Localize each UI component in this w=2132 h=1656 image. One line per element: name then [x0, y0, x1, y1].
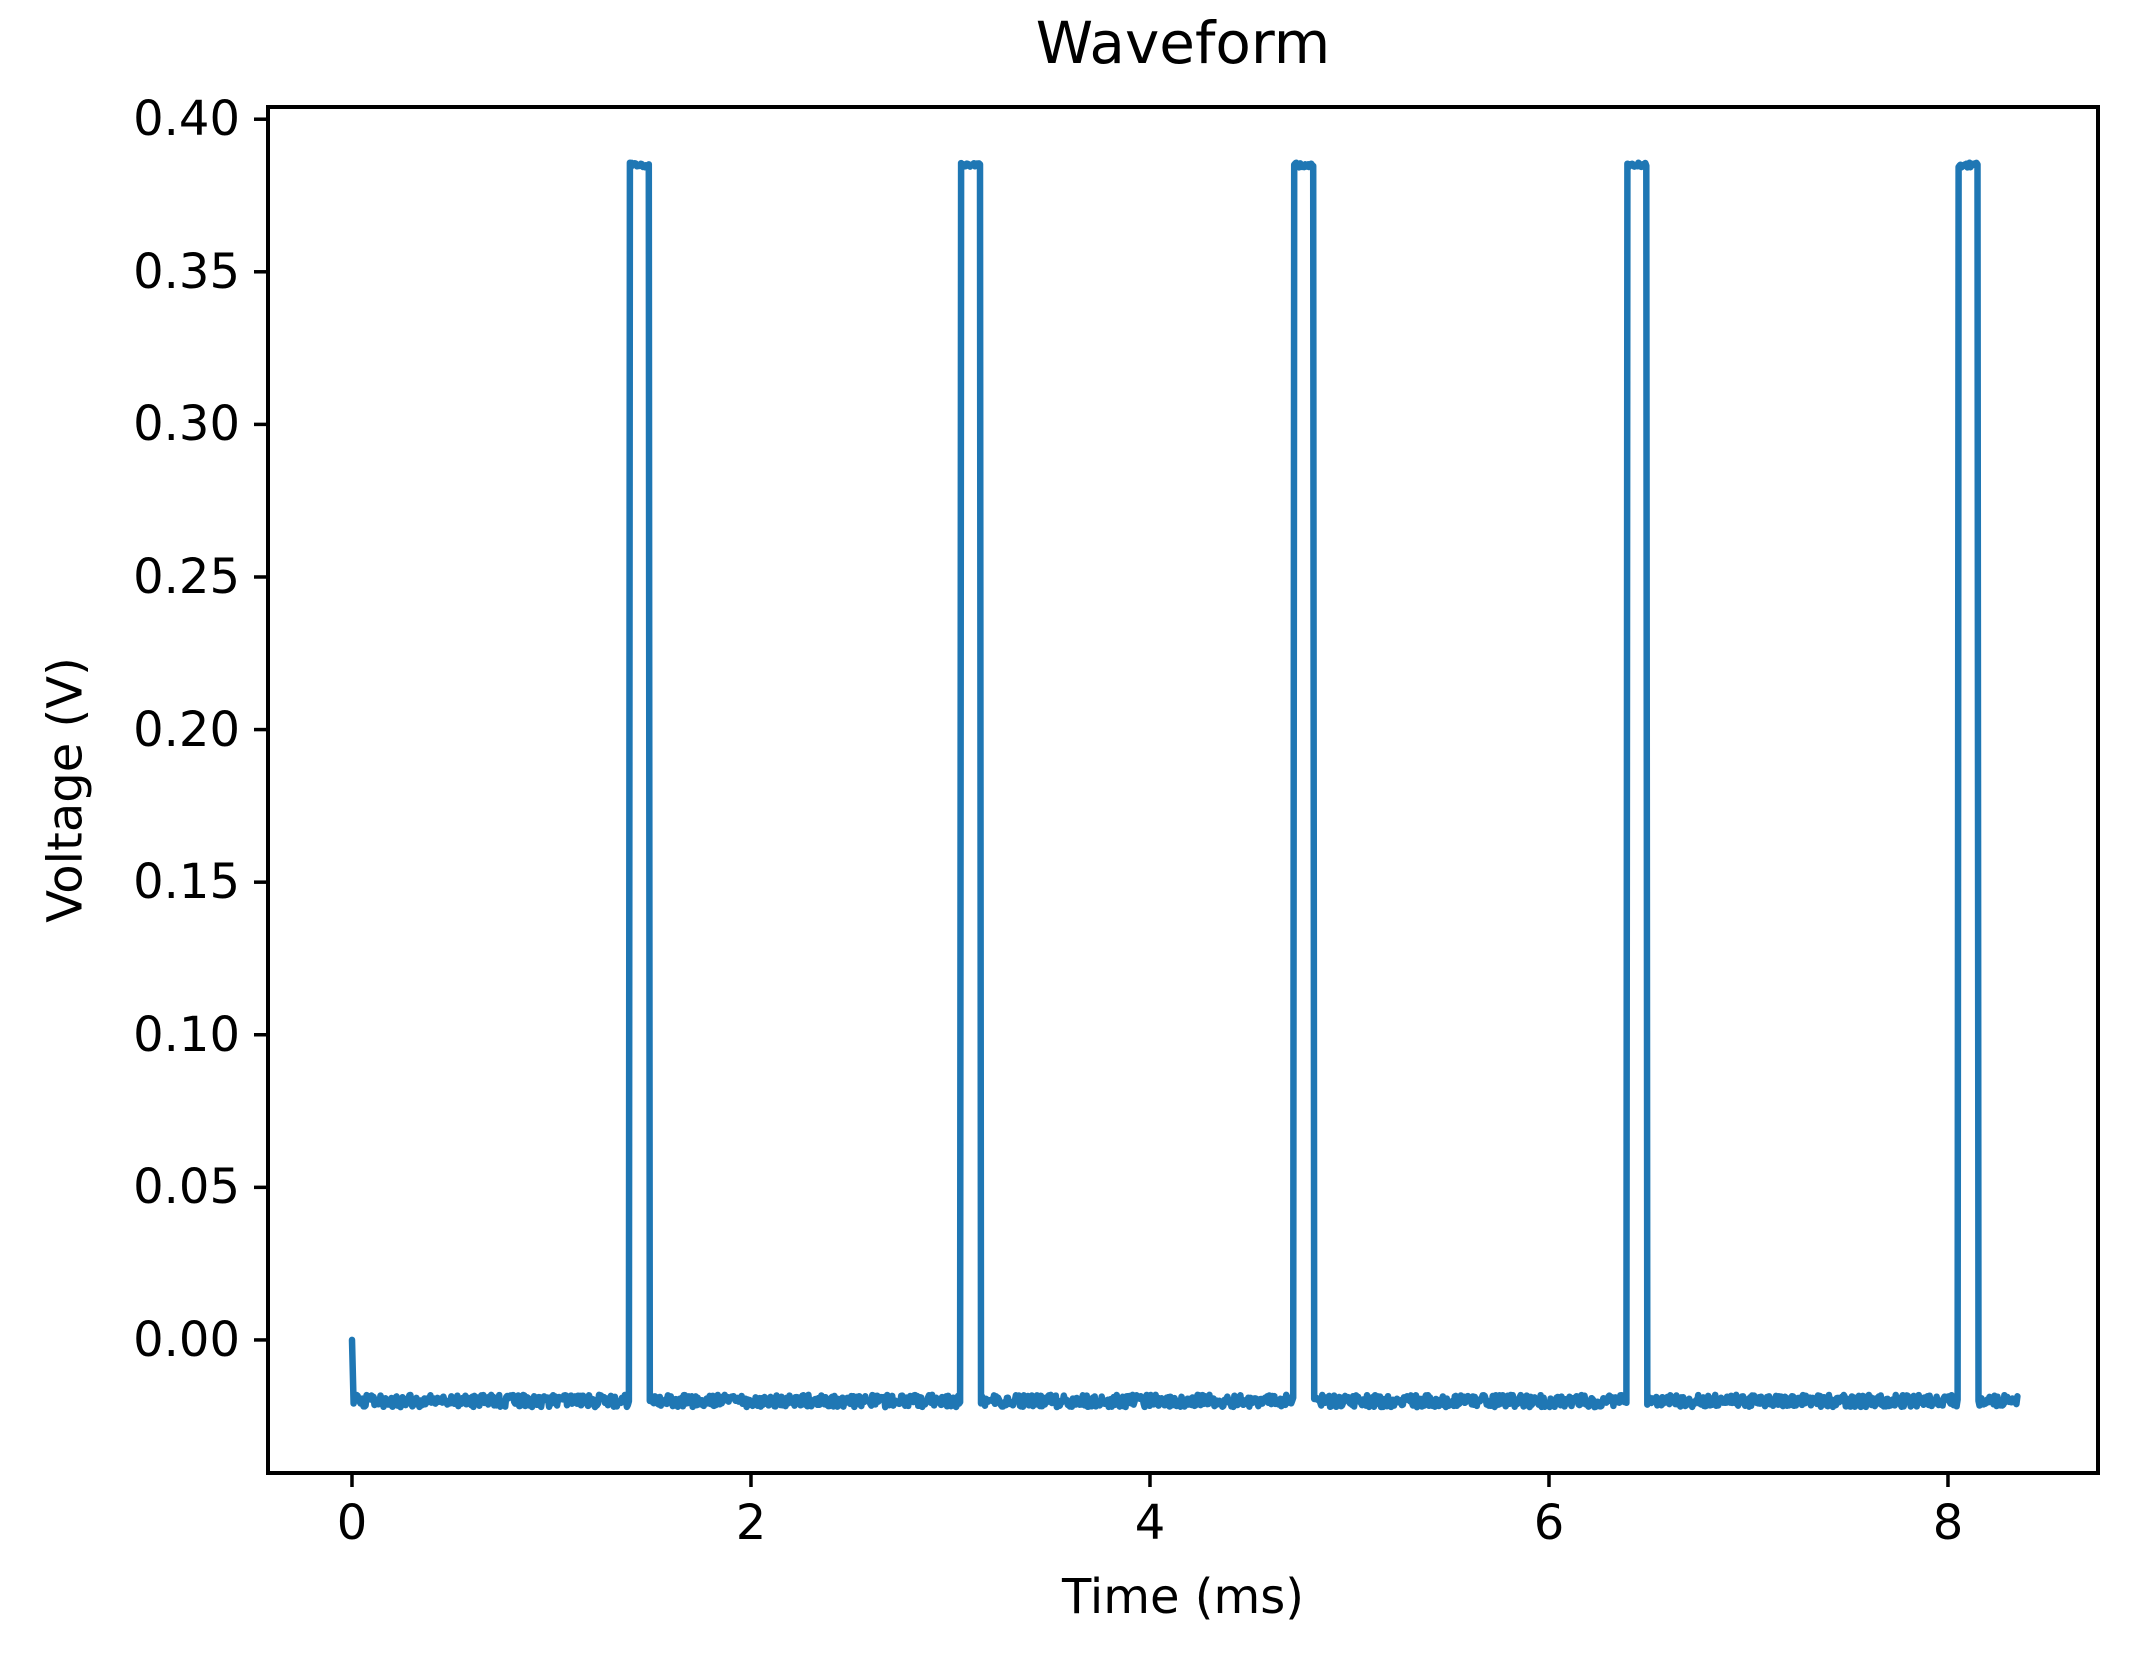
x-tick-label: 6	[1533, 1495, 1565, 1551]
y-tick-label: 0.40	[133, 91, 240, 148]
y-tick-label: 0.00	[133, 1311, 240, 1368]
y-tick-label: 0.30	[133, 396, 240, 453]
x-tick-label: 0	[336, 1495, 368, 1551]
plot-border	[266, 105, 2100, 1475]
tick-marks	[254, 117, 1950, 1487]
x-tick-label: 2	[735, 1495, 767, 1551]
y-tick-label: 0.35	[133, 243, 240, 300]
x-tick-label: 8	[1932, 1495, 1964, 1551]
chart-title: Waveform	[1035, 9, 1331, 77]
y-tick-label: 0.25	[133, 548, 240, 605]
y-tick-label: 0.20	[133, 701, 240, 758]
y-tick-label: 0.10	[133, 1006, 240, 1063]
x-axis-label: Time (ms)	[1062, 1569, 1304, 1625]
y-axis-label: Voltage (V)	[37, 657, 94, 923]
x-tick-label: 4	[1134, 1495, 1166, 1551]
y-tick-label: 0.15	[133, 854, 240, 911]
waveform-line	[348, 159, 2021, 1411]
y-tick-label: 0.05	[133, 1159, 240, 1216]
